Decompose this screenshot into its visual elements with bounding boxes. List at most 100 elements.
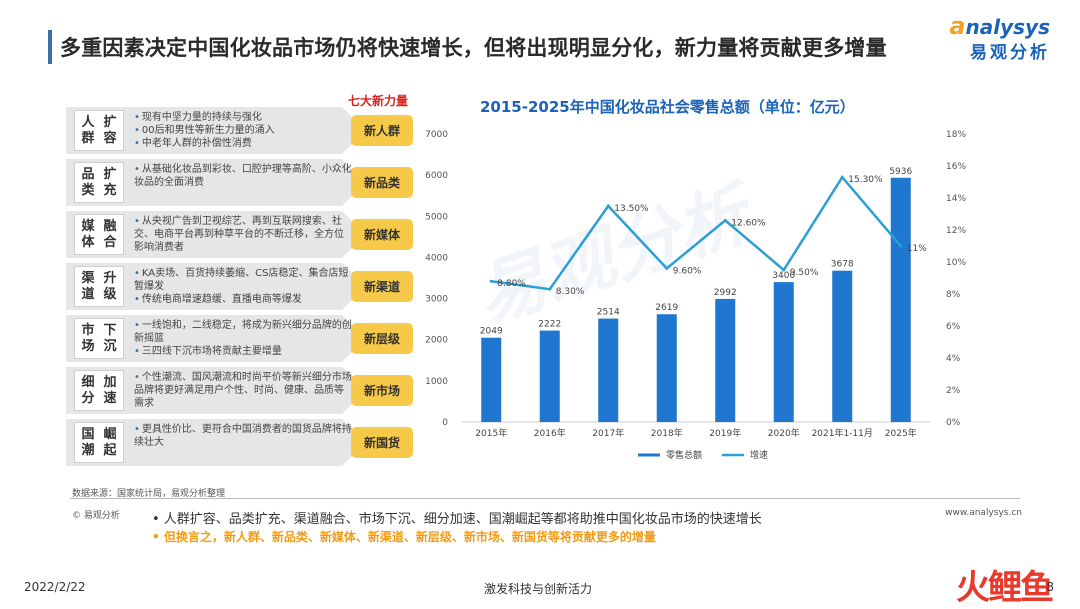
row-description: 一线饱和，二线稳定，将成为新兴细分品牌的创新摇篮三四线下沉市场将贡献主要增量 <box>134 319 352 358</box>
copyright: © 易观分析 <box>72 511 120 521</box>
row-description: KA卖场、百货持续萎缩、CS店稳定、集合店短暂爆发传统电商增速趋缓、直播电商等爆… <box>134 267 352 306</box>
footer-divider <box>70 498 1020 499</box>
row-label: 渠道 升级 <box>74 266 124 307</box>
row-description-line: 三四线下沉市场将贡献主要增量 <box>134 345 352 358</box>
new-power-tag: 新市场 <box>351 375 413 406</box>
row-description: 个性潮流、国风潮流和时尚平价等新兴细分市场品牌将更好满足用户个性、时尚、健康、品… <box>134 371 352 410</box>
y-left-tick-label: 2000 <box>425 336 448 346</box>
growth-point <box>723 218 727 222</box>
y-right-tick-label: 10% <box>946 258 966 268</box>
growth-value-label: 8.80% <box>497 279 526 289</box>
growth-value-label: 8.30% <box>556 287 585 297</box>
bar-value-label: 2222 <box>538 320 561 330</box>
y-right-tick-label: 6% <box>946 322 961 332</box>
row-description: 从央视广告到卫视综艺、再到互联网搜索、社交、电商平台再到种草平台的不断迁移，全方… <box>134 215 352 254</box>
row-label: 品类 扩充 <box>74 162 124 203</box>
row-description-line: 从基础化妆品到彩妆、口腔护理等高阶、小众化妆品的全面消费 <box>134 163 352 189</box>
y-left-tick-label: 3000 <box>425 295 448 305</box>
y-left-tick-label: 4000 <box>425 253 448 263</box>
row-description-line: 00后和男性等新生力量的涌入 <box>134 124 352 137</box>
growth-value-label: 9.50% <box>790 268 819 278</box>
bar-value-label: 3400 <box>772 271 795 281</box>
y-left-tick-label: 6000 <box>425 171 448 181</box>
bar <box>715 298 736 422</box>
row-description: 现有中坚力量的持续与强化00后和男性等新生力量的涌入中老年人群的补偿性消费 <box>134 111 352 150</box>
row-label: 细分 加速 <box>74 370 124 411</box>
bar <box>656 314 677 422</box>
y-right-tick-label: 4% <box>946 354 961 364</box>
growth-point <box>840 175 844 179</box>
x-tick-label: 2015年 <box>475 427 507 439</box>
row-label: 国潮 崛起 <box>74 422 124 463</box>
website-link[interactable]: www.analysys.cn <box>945 508 1022 518</box>
x-tick-label: 2019年 <box>709 427 741 439</box>
new-power-tag: 新媒体 <box>351 219 413 250</box>
row-label: 人群 扩容 <box>74 110 124 151</box>
growth-point <box>899 244 903 248</box>
y-right-tick-label: 14% <box>946 194 966 204</box>
new-power-tag: 新国货 <box>351 427 413 458</box>
row-description-line: 传统电商增速趋缓、直播电商等爆发 <box>134 293 352 306</box>
bar <box>890 177 911 422</box>
date: 2022/2/22 <box>24 580 86 594</box>
chart-title: 2015-2025年中国化妆品社会零售总额（单位：亿元） <box>480 98 855 116</box>
new-power-row: 市场下沉一线饱和，二线稳定，将成为新兴细分品牌的创新摇篮三四线下沉市场将贡献主要… <box>66 315 418 362</box>
y-right-tick-label: 18% <box>946 130 966 140</box>
growth-point <box>548 287 552 291</box>
bar-value-label: 2619 <box>655 303 678 313</box>
y-right-tick-label: 8% <box>946 290 961 300</box>
y-right-tick-label: 16% <box>946 162 966 172</box>
bar <box>539 330 560 422</box>
retail-sales-chart: 0 1000 2000 3000 4000 5000 6000 7000 0% 2% 4% 6% 8% 1… <box>425 130 966 461</box>
row-description-line: 更具性价比、更符合中国消费者的国货品牌将持续壮大 <box>134 423 352 449</box>
row-description-line: 一线饱和，二线稳定，将成为新兴细分品牌的创新摇篮 <box>134 319 352 345</box>
new-power-row: 细分加速个性潮流、国风潮流和时尚平价等新兴细分市场品牌将更好满足用户个性、时尚、… <box>66 367 418 414</box>
growth-point <box>606 204 610 208</box>
row-description: 更具性价比、更符合中国消费者的国货品牌将持续壮大 <box>134 423 352 449</box>
y-left-tick-label: 0 <box>442 418 448 428</box>
bar <box>832 270 853 422</box>
footer-slogan: 激发科技与创新活力 <box>484 582 593 596</box>
row-description: 从基础化妆品到彩妆、口腔护理等高阶、小众化妆品的全面消费 <box>134 163 352 189</box>
legend-line-label: 增速 <box>750 449 768 461</box>
bar-value-label: 2514 <box>597 308 620 318</box>
summary-bullet-2: • 但换言之，新人群、新品类、新媒体、新渠道、新层级、新市场、新国货等将贡献更多… <box>152 530 656 544</box>
new-power-tag: 新渠道 <box>351 271 413 302</box>
y-right-tick-label: 12% <box>946 226 966 236</box>
y-right-tick-label: 0% <box>946 418 961 428</box>
growth-value-label: 13.50% <box>614 204 649 214</box>
row-description-line: 中老年人群的补偿性消费 <box>134 137 352 150</box>
x-tick-label: 2018年 <box>651 427 683 439</box>
growth-point <box>489 279 493 283</box>
x-tick-label: 2025年 <box>885 427 917 439</box>
growth-value-label: 15.30% <box>848 175 883 185</box>
growth-point <box>782 268 786 272</box>
x-tick-label: 2017年 <box>592 427 624 439</box>
y-left-tick-label: 5000 <box>425 212 448 222</box>
new-power-heading: 七大新力量 <box>348 94 409 108</box>
bar-value-label: 3678 <box>831 260 854 270</box>
new-power-row: 人群扩容现有中坚力量的持续与强化00后和男性等新生力量的涌入中老年人群的补偿性消… <box>66 107 418 154</box>
page-number: 8 <box>1046 580 1054 594</box>
y-left-tick-label: 7000 <box>425 130 448 140</box>
data-source: 数据来源：国家统计局，易观分析整理 <box>72 489 226 499</box>
page-title: 多重因素决定中国化妆品市场仍将快速增长，但将出现明显分化，新力量将贡献更多增量 <box>60 36 887 60</box>
logo-a-glyph: a <box>949 12 966 40</box>
x-tick-label: 2020年 <box>768 427 800 439</box>
bar-value-label: 2992 <box>714 288 737 298</box>
growth-point <box>665 266 669 270</box>
legend-bar-label: 零售总额 <box>666 449 702 461</box>
brand-logo: 火鲤鱼 <box>956 568 1054 608</box>
y-right-tick-label: 2% <box>946 386 961 396</box>
x-tick-label: 2016年 <box>534 427 566 439</box>
new-power-row: 媒体融合从央视广告到卫视综艺、再到互联网搜索、社交、电商平台再到种草平台的不断迁… <box>66 211 418 258</box>
new-power-tag: 新层级 <box>351 323 413 354</box>
bar <box>481 337 502 422</box>
row-description-line: 现有中坚力量的持续与强化 <box>134 111 352 124</box>
new-power-tag: 新人群 <box>351 115 413 146</box>
row-label: 媒体 融合 <box>74 214 124 255</box>
x-tick-label: 2021年1-11月 <box>812 427 873 439</box>
